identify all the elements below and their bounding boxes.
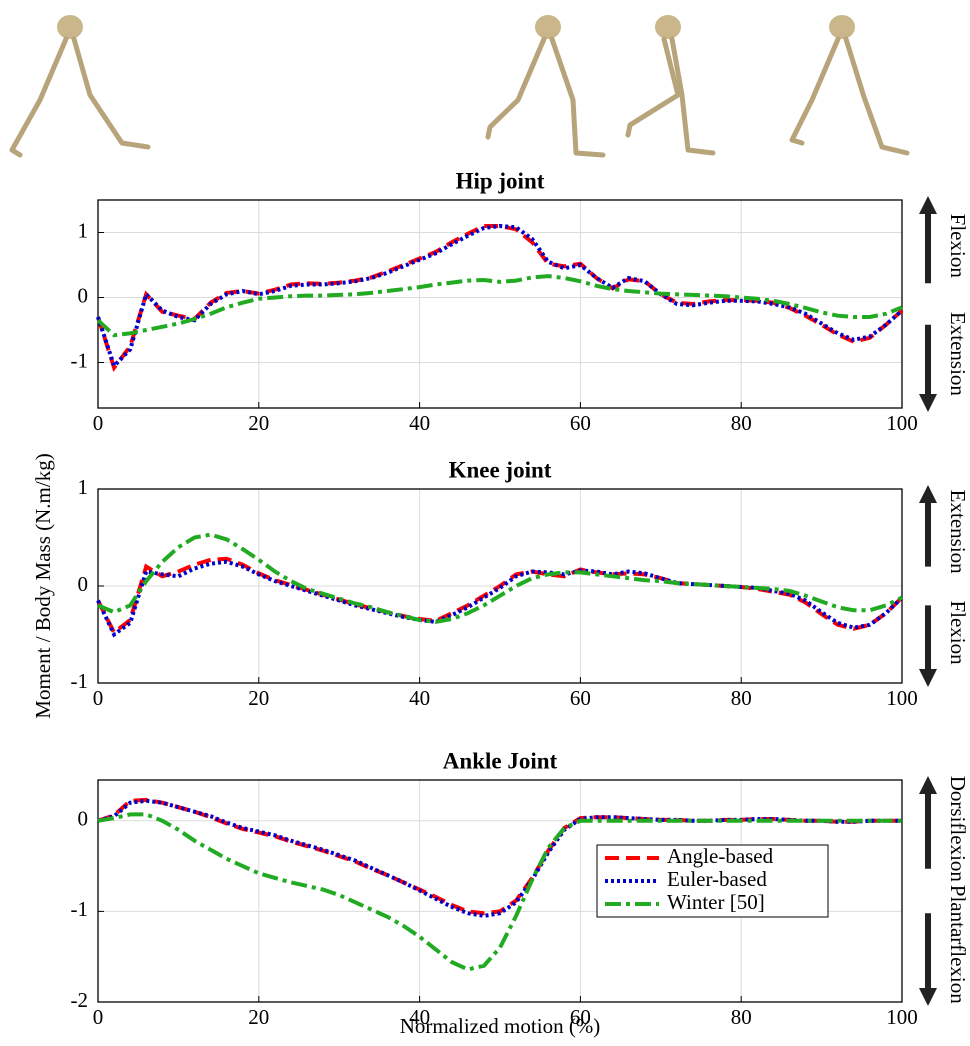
- x-tick-label: 20: [248, 686, 269, 710]
- x-tick-label: 80: [731, 686, 752, 710]
- x-tick-label: 100: [886, 1005, 918, 1029]
- direction-label: Flexion: [946, 600, 970, 665]
- x-tick-label: 0: [93, 411, 104, 435]
- x-tick-label: 80: [731, 411, 752, 435]
- y-tick-label: 0: [78, 807, 89, 831]
- x-tick-label: 40: [409, 411, 430, 435]
- x-tick-label: 60: [570, 686, 591, 710]
- x-tick-label: 20: [248, 1005, 269, 1029]
- skeleton-illustrations: [9, 15, 910, 158]
- y-tick-label: 1: [78, 475, 89, 499]
- x-tick-label: 40: [409, 1005, 430, 1029]
- skeleton: [485, 15, 606, 158]
- x-tick-label: 100: [886, 411, 918, 435]
- y-tick-label: 1: [78, 218, 89, 242]
- direction-label: Plantarflexion: [946, 885, 970, 1004]
- x-tick-label: 40: [409, 686, 430, 710]
- legend-label: Winter [50]: [667, 890, 765, 914]
- legend-label: Angle-based: [667, 844, 774, 868]
- x-tick-label: 0: [93, 1005, 104, 1029]
- plot-frame: [97, 199, 903, 409]
- direction-label: Extension: [946, 312, 970, 396]
- plot-frame: [97, 488, 903, 684]
- y-axis-label: Moment / Body Mass (N.m/kg): [31, 453, 55, 718]
- x-tick-label: 100: [886, 686, 918, 710]
- chart-title: Knee joint: [449, 457, 552, 482]
- chart-title: Ankle Joint: [443, 748, 558, 773]
- legend-label: Euler-based: [667, 867, 767, 891]
- series-line: [96, 224, 904, 373]
- y-tick-label: 0: [78, 283, 89, 307]
- y-tick-label: -1: [71, 897, 89, 921]
- skeleton: [9, 15, 151, 158]
- series-line: [97, 798, 902, 918]
- x-tick-label: 60: [570, 1005, 591, 1029]
- y-tick-label: 0: [78, 572, 89, 596]
- series-line: [96, 559, 904, 638]
- series-line: [97, 812, 902, 972]
- series-line: [96, 274, 903, 338]
- plot-frame: [97, 779, 903, 1003]
- y-tick-label: -2: [71, 988, 89, 1012]
- x-tick-label: 60: [570, 411, 591, 435]
- direction-label: Extension: [946, 490, 970, 574]
- direction-label: Dorsiflexion: [946, 776, 970, 883]
- skeleton: [625, 15, 716, 156]
- skeleton: [789, 15, 910, 156]
- arrow-head: [919, 669, 937, 687]
- x-tick-label: 80: [731, 1005, 752, 1029]
- x-axis-label: Normalized motion (%): [400, 1014, 601, 1038]
- x-tick-label: 0: [93, 686, 104, 710]
- arrow-head: [919, 776, 937, 794]
- y-tick-label: -1: [71, 348, 89, 372]
- series-line: [97, 532, 903, 624]
- arrow-head: [919, 485, 937, 503]
- arrow-head: [919, 988, 937, 1006]
- x-tick-label: 20: [248, 411, 269, 435]
- chart-title: Hip joint: [456, 168, 545, 193]
- arrow-head: [919, 196, 937, 214]
- arrow-head: [919, 394, 937, 412]
- subplot: Ankle Joint 0 20 40 60 80 100 -2 -1 0 Dorsiflexion…: [71, 748, 970, 1029]
- direction-label: Flexion: [946, 214, 970, 279]
- series-line: [96, 223, 904, 370]
- y-tick-label: -1: [71, 669, 89, 693]
- subplot: Hip joint 0 20 40 60 80 100 -1 0 1 Flexion Extensio…: [71, 168, 970, 435]
